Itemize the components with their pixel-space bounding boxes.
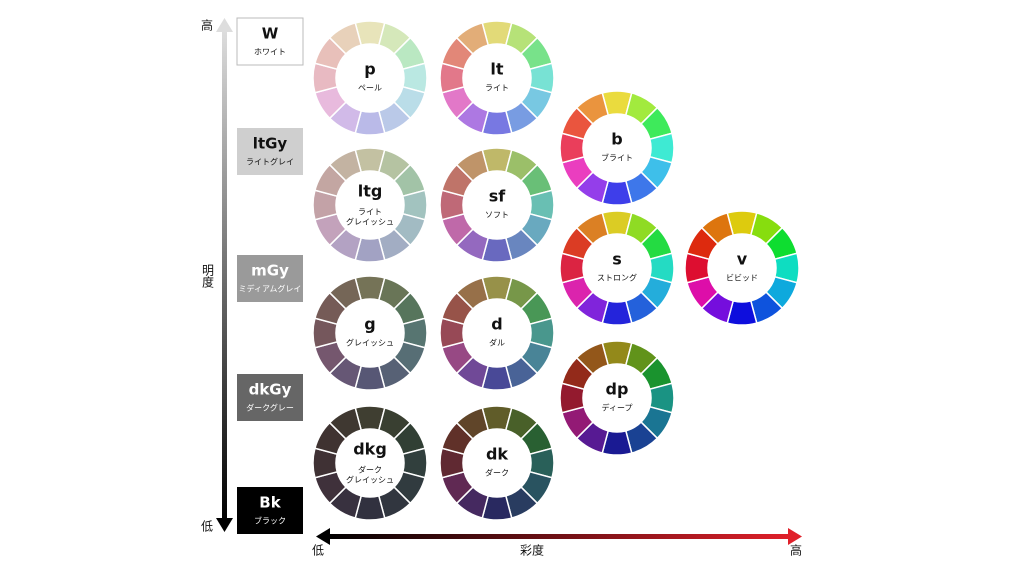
wheel-center xyxy=(336,429,404,497)
axis-arrow xyxy=(788,528,802,545)
gray-code: dkGy xyxy=(249,381,292,399)
axis-arrow xyxy=(216,18,233,32)
gray-code: Bk xyxy=(259,494,281,512)
axis-label: 低 xyxy=(201,520,213,534)
tone-code: b xyxy=(611,130,622,149)
tone-name: ディープ xyxy=(602,403,633,413)
tone-code: p xyxy=(364,60,375,79)
gray-name: ダークグレー xyxy=(246,403,294,413)
wheel-center xyxy=(583,114,651,182)
tone-code: ltg xyxy=(358,182,383,201)
tone-name: グレイッシュ xyxy=(346,475,394,485)
tone-name: ライト xyxy=(485,84,509,93)
tone-code: dp xyxy=(606,380,629,399)
wheel-center xyxy=(463,299,531,367)
wheel-center xyxy=(336,44,404,112)
tone-name: ソフト xyxy=(485,211,509,220)
axis-label: 明度 xyxy=(201,264,215,288)
wheel-center xyxy=(463,171,531,239)
wheel-center xyxy=(583,364,651,432)
tone-code: d xyxy=(491,315,502,334)
gray-name: ホワイト xyxy=(254,48,286,57)
gray-name: ライトグレイ xyxy=(246,157,294,167)
wheel-center xyxy=(708,234,776,302)
tone-name: ライト xyxy=(358,208,382,217)
tone-name: ブライト xyxy=(601,153,633,163)
wheel-center xyxy=(583,234,651,302)
gray-name: ミディアムグレイ xyxy=(239,284,302,294)
axis-label: 彩度 xyxy=(520,543,544,558)
gray-box xyxy=(237,255,303,302)
gray-box xyxy=(236,17,304,66)
horizontal-axis xyxy=(328,534,790,539)
tone-code: lt xyxy=(490,60,503,79)
tone-code: sf xyxy=(489,187,507,206)
tone-code: dkg xyxy=(353,440,387,459)
tone-code: dk xyxy=(486,445,508,464)
gray-code: ltGy xyxy=(253,135,288,153)
tone-name: ダーク xyxy=(485,468,509,478)
tone-name: グレイッシュ xyxy=(346,217,394,227)
tone-name: ダル xyxy=(489,338,505,348)
wheel-center xyxy=(463,44,531,112)
wheel-center xyxy=(336,171,404,239)
tone-name: ストロング xyxy=(597,273,637,283)
axis-label: 高 xyxy=(201,18,213,33)
vertical-axis xyxy=(222,30,227,520)
axis-arrow xyxy=(316,528,330,545)
gray-name: ブラック xyxy=(254,516,286,526)
tone-code: s xyxy=(612,250,622,269)
tone-name: ダーク xyxy=(358,465,382,475)
axis-label: 低 xyxy=(312,544,324,558)
tone-name: グレイッシュ xyxy=(346,338,394,348)
gray-code: mGy xyxy=(251,262,289,280)
tone-name: ビビッド xyxy=(726,274,758,283)
wheel-center xyxy=(463,429,531,497)
gray-box xyxy=(237,487,303,534)
wheel-center xyxy=(336,299,404,367)
gray-box xyxy=(237,128,303,175)
tone-code: v xyxy=(737,250,748,269)
gray-box xyxy=(237,374,303,421)
tone-name: ペール xyxy=(358,84,382,93)
tone-code: g xyxy=(364,315,375,334)
axis-arrow xyxy=(216,518,233,532)
axis-label: 高 xyxy=(790,543,802,558)
gray-code: W xyxy=(262,25,279,43)
